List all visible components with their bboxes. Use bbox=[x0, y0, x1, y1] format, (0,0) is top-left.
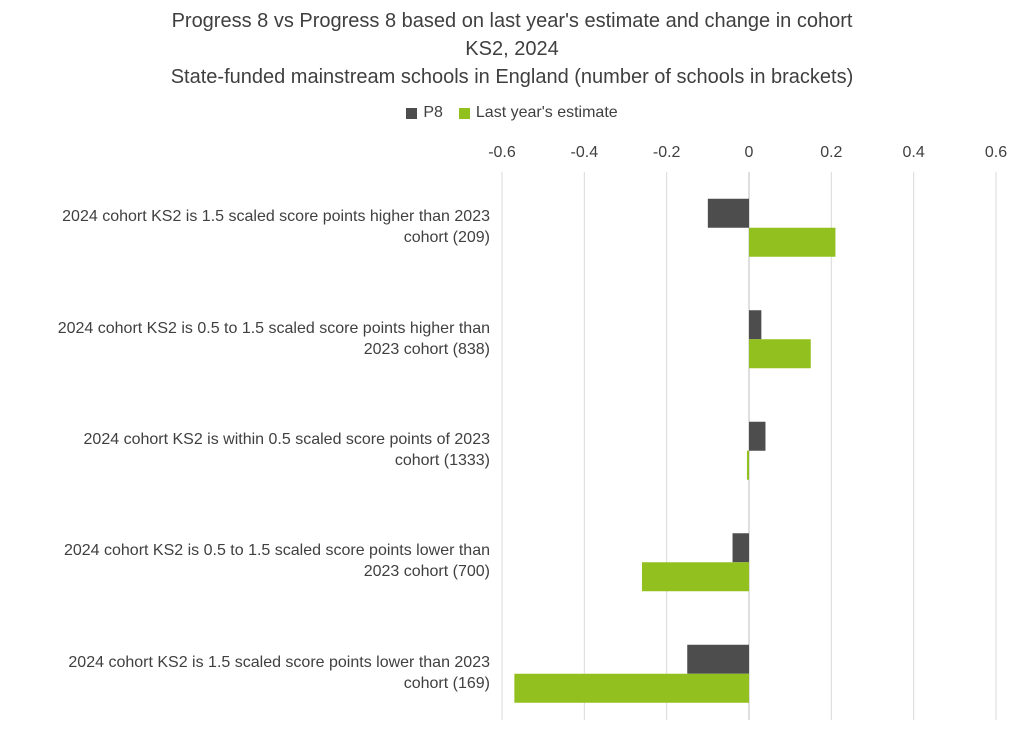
x-tick-label: -0.4 bbox=[571, 144, 599, 161]
bar-p8 bbox=[749, 421, 766, 451]
category-label-3-line-1: 2024 cohort KS2 is within 0.5 scaled sco… bbox=[83, 431, 490, 448]
category-label-2-line-2: 2023 cohort (838) bbox=[363, 341, 490, 358]
chart-title-line-3: State-funded mainstream schools in Engla… bbox=[170, 66, 854, 88]
category-label-2: 2024 cohort KS2 is 0.5 to 1.5 scaled sco… bbox=[0, 318, 490, 360]
category-label-1-line-2: cohort (209) bbox=[403, 229, 490, 246]
bar-p8 bbox=[749, 310, 762, 340]
bar-p8 bbox=[707, 198, 749, 228]
bar-last-years-estimate bbox=[641, 562, 749, 592]
category-label-1: 2024 cohort KS2 is 1.5 scaled score poin… bbox=[0, 206, 490, 248]
legend-item-estimate: Last year's estimate bbox=[458, 104, 618, 122]
category-label-1-line-1: 2024 cohort KS2 is 1.5 scaled score poin… bbox=[62, 208, 490, 225]
category-label-4-line-2: 2023 cohort (700) bbox=[363, 563, 490, 580]
legend-label-estimate: Last year's estimate bbox=[475, 104, 618, 121]
chart-title-line-1: Progress 8 vs Progress 8 based on last y… bbox=[171, 10, 853, 32]
category-label-5: 2024 cohort KS2 is 1.5 scaled score poin… bbox=[0, 652, 490, 694]
category-label-4: 2024 cohort KS2 is 0.5 to 1.5 scaled sco… bbox=[0, 540, 490, 582]
bar-last-years-estimate bbox=[749, 227, 836, 257]
legend-swatch-p8 bbox=[406, 107, 418, 119]
legend-swatch-estimate bbox=[458, 107, 470, 119]
category-label-4-line-1: 2024 cohort KS2 is 0.5 to 1.5 scaled sco… bbox=[63, 542, 490, 559]
chart-title-line-2: KS2, 2024 bbox=[465, 38, 559, 60]
category-label-3: 2024 cohort KS2 is within 0.5 scaled sco… bbox=[0, 429, 490, 471]
x-tick-label: 0.6 bbox=[985, 144, 1007, 161]
category-label-2-line-1: 2024 cohort KS2 is 0.5 to 1.5 scaled sco… bbox=[57, 320, 490, 337]
legend-label-p8: P8 bbox=[423, 104, 443, 121]
legend: P8 Last year's estimate bbox=[0, 104, 1024, 122]
x-tick-label: 0.4 bbox=[903, 144, 925, 161]
bar-p8 bbox=[687, 644, 749, 674]
x-tick-label: 0 bbox=[745, 144, 754, 161]
category-label-3-line-2: cohort (1333) bbox=[394, 452, 490, 469]
legend-item-p8: P8 bbox=[406, 104, 443, 122]
bar-last-years-estimate bbox=[749, 339, 811, 369]
x-tick-label: -0.6 bbox=[488, 144, 516, 161]
x-tick-label: -0.2 bbox=[653, 144, 681, 161]
category-label-5-line-1: 2024 cohort KS2 is 1.5 scaled score poin… bbox=[68, 654, 490, 671]
bar-last-years-estimate bbox=[746, 450, 749, 480]
category-label-5-line-2: cohort (169) bbox=[403, 675, 490, 692]
x-tick-label: 0.2 bbox=[820, 144, 842, 161]
bar-last-years-estimate bbox=[514, 673, 749, 703]
bar-p8 bbox=[732, 533, 749, 563]
